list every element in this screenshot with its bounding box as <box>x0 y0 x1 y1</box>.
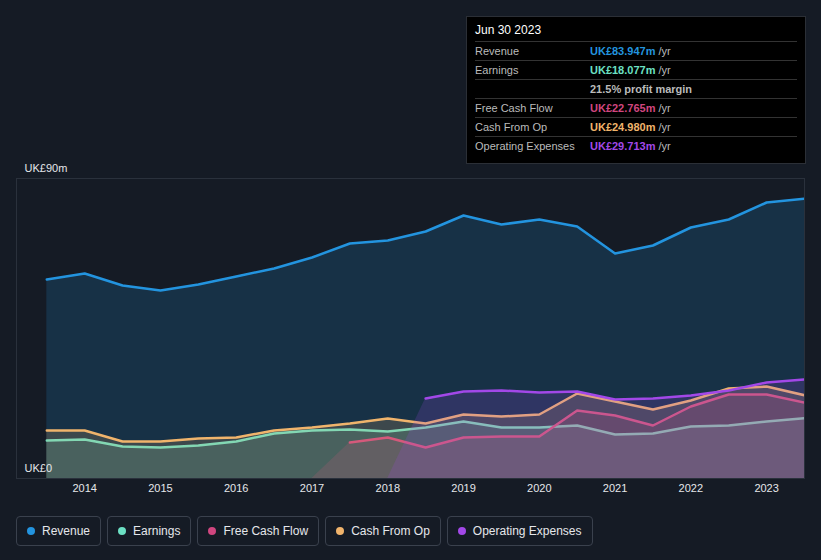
svg-text:2016: 2016 <box>224 482 248 494</box>
html-text:21.5% profit margin: 21.5% profit margin <box>590 83 693 95</box>
html-text:Free Cash Flow: Free Cash Flow <box>475 102 553 114</box>
html-text:UK£24.980m /yr: UK£24.980m /yr <box>590 121 671 133</box>
svg-text:2019: 2019 <box>451 482 475 494</box>
html-text:Cash From Op: Cash From Op <box>475 121 548 133</box>
html-text:Earnings: Earnings <box>133 524 181 538</box>
svg-text:2021: 2021 <box>603 482 627 494</box>
html-text:UK£18.077m /yr: UK£18.077m /yr <box>590 64 671 76</box>
html-text:UK£22.765m /yr: UK£22.765m /yr <box>590 102 671 114</box>
html-text:Revenue: Revenue <box>475 45 519 57</box>
html-text:Operating Expenses: Operating Expenses <box>475 140 575 152</box>
html-text:UK£83.947m /yr: UK£83.947m /yr <box>590 45 671 57</box>
html-text:UK£29.713m /yr: UK£29.713m /yr <box>590 140 671 152</box>
html-text:Revenue: Revenue <box>42 524 90 538</box>
html-text:Earnings: Earnings <box>475 64 519 76</box>
html-text:Jun 30 2023: Jun 30 2023 <box>475 23 542 37</box>
svg-text:2022: 2022 <box>679 482 703 494</box>
html-text:Cash From Op: Cash From Op <box>351 524 430 538</box>
svg-text:2023: 2023 <box>754 482 778 494</box>
svg-text:2014: 2014 <box>72 482 96 494</box>
html-text:Free Cash Flow: Free Cash Flow <box>223 524 309 538</box>
svg-text:UK£90m: UK£90m <box>25 162 68 174</box>
svg-text:2018: 2018 <box>376 482 400 494</box>
svg-text:UK£0: UK£0 <box>25 462 53 474</box>
html-text:Operating Expenses: Operating Expenses <box>472 524 582 538</box>
svg-text:2015: 2015 <box>148 482 172 494</box>
svg-text:2017: 2017 <box>300 482 324 494</box>
svg-text:2020: 2020 <box>527 482 551 494</box>
